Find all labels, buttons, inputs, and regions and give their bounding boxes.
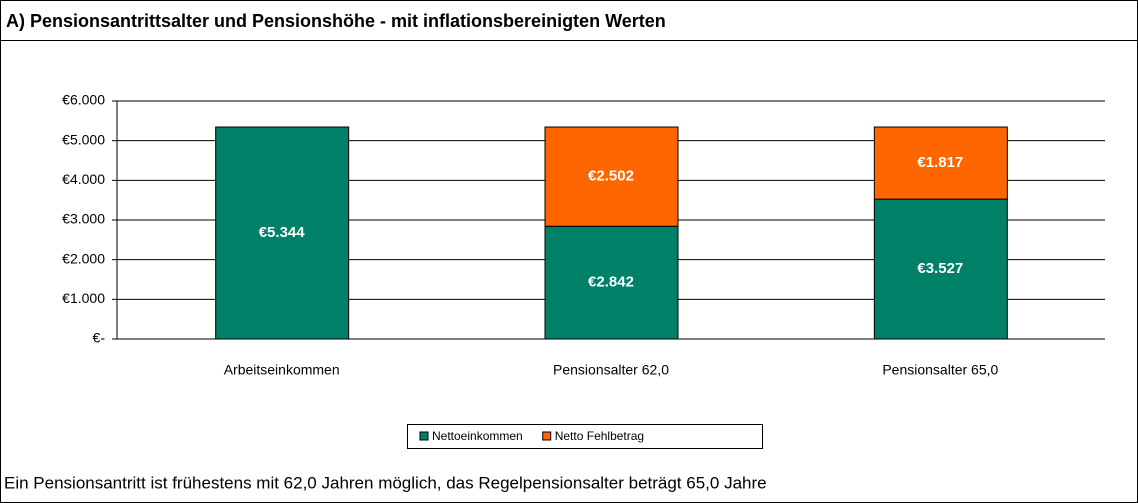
bar-segment — [544, 225, 679, 340]
y-tick-label: €1.000 — [62, 290, 105, 306]
y-tick-label: €4.000 — [62, 171, 105, 187]
legend-swatch — [542, 431, 552, 441]
bar-segment — [873, 126, 1008, 200]
value-label: €2.502 — [588, 168, 634, 185]
y-tick-label: €3.000 — [62, 211, 105, 227]
bar-segment — [544, 126, 679, 227]
bar-segment — [873, 198, 1008, 340]
footnote: Ein Pensionsantritt ist frühestens mit 6… — [4, 473, 767, 492]
value-label: €2.842 — [588, 274, 634, 291]
y-tick-label: €2.000 — [62, 250, 105, 266]
value-label: €1.817 — [917, 154, 963, 171]
legend-label: Nettoeinkommen — [432, 429, 523, 443]
x-tick-label: Arbeitseinkommen — [224, 362, 340, 378]
x-tick-label: Pensionsalter 62,0 — [553, 362, 669, 378]
legend-swatch — [419, 431, 429, 441]
bar-segment — [215, 126, 350, 340]
x-tick-label: Pensionsalter 65,0 — [882, 362, 998, 378]
legend-label: Netto Fehlbetrag — [555, 429, 644, 443]
y-tick-label: €5.000 — [62, 131, 105, 147]
legend-box — [407, 424, 763, 449]
value-label: €3.527 — [917, 260, 963, 277]
chart-title: A) Pensionsantrittsalter und Pensionshöh… — [6, 11, 666, 31]
y-tick-label: €6.000 — [62, 92, 105, 108]
y-tick-label: €- — [93, 330, 106, 346]
value-label: €5.344 — [259, 224, 306, 241]
